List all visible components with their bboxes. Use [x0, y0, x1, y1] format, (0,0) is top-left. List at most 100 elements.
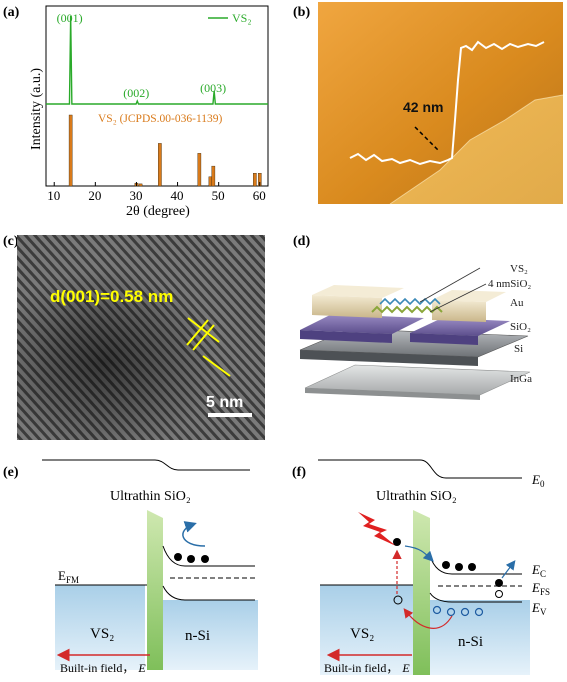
nsi-region-e	[163, 600, 258, 670]
leader-line-vs2	[419, 267, 481, 303]
valence-band-e	[162, 585, 255, 601]
x-tick-label: 40	[171, 188, 184, 203]
electron-e-1	[174, 553, 182, 561]
vs2-label-e: VS₂	[90, 626, 114, 642]
label-inga: InGa	[510, 373, 532, 385]
afm-substrate-terrace	[390, 95, 563, 204]
xrd-plot-frame	[45, 5, 269, 187]
panel-f: (f) E0 Ultrathin SiO₂ EC EFS EV VS₂ n	[292, 459, 550, 675]
x-tick-label: 60	[253, 188, 266, 203]
hole-f-5	[474, 607, 484, 617]
oxide-barrier-e	[147, 510, 163, 670]
x-tick-label: 10	[47, 188, 60, 203]
legend-label-jcpds: VS₂ (JCPDS.00-036-1139)	[98, 113, 223, 125]
electron-f-2	[455, 563, 463, 571]
x-axis-ticks: 10 20 30 40 50 60	[47, 182, 266, 203]
conduction-band-e	[162, 545, 255, 567]
field-label-e: Built-in field， E	[60, 661, 146, 675]
electrode-au-right-top	[432, 290, 506, 302]
electron-f-1	[442, 561, 450, 569]
x-tick-label: 50	[212, 188, 225, 203]
label-si: Si	[514, 343, 523, 355]
vs2-xrd-line	[46, 15, 268, 105]
vs2-pattern-series	[46, 15, 268, 105]
afm-scan-line	[414, 126, 439, 151]
reference-bar	[68, 114, 73, 187]
peak-label-001: (001)	[57, 11, 83, 25]
field-label-f: Built-in field， E	[324, 661, 410, 675]
leader-line-oxide	[429, 283, 487, 313]
electron-e-2	[187, 555, 195, 563]
light-flash-icon	[358, 512, 396, 546]
ec-label-f: EC	[531, 562, 546, 579]
reference-bar	[211, 165, 216, 187]
oxide-label-f: Ultrathin SiO₂	[376, 489, 457, 504]
hole-f-1	[495, 590, 503, 598]
electron-f-3	[468, 563, 476, 571]
vacuum-level-f	[318, 459, 522, 479]
panel-label-b: (b)	[293, 5, 310, 20]
x-axis-label: 2θ (degree)	[126, 204, 190, 219]
nsi-label-e: n-Si	[185, 628, 210, 644]
hole-transfer-arrow-f	[403, 608, 453, 629]
electron-transfer-arrow-e	[182, 521, 206, 547]
afm-height-label: 42 nm	[403, 99, 443, 115]
y-axis-label: Intensity (a.u.)	[29, 68, 44, 150]
electrode-au-left-top	[312, 285, 404, 298]
ev-label-f: EV	[531, 600, 547, 617]
label-4nm-sio2: 4 nmSiO₂	[488, 278, 531, 290]
electron-f-4	[495, 579, 503, 587]
layer-inga	[304, 364, 531, 396]
panel-label-e: (e)	[3, 465, 19, 480]
panel-label-a: (a)	[3, 5, 20, 20]
jcpds-reference-series	[68, 114, 262, 187]
fringe-marker-line-2	[186, 319, 209, 346]
label-sio2: SiO₂	[510, 321, 531, 333]
vs2-label-f: VS₂	[350, 626, 374, 642]
valence-band-f	[429, 592, 522, 603]
oxide-label-e: Ultrathin SiO₂	[110, 489, 191, 504]
layer-si-edge	[300, 350, 478, 366]
x-tick-label: 30	[129, 188, 142, 203]
fringe-marker-line-3	[192, 324, 215, 351]
hole-f-2	[432, 605, 442, 615]
electrode-au-left-front	[312, 295, 382, 318]
panel-label-f: (f)	[292, 465, 306, 480]
peak-label-002: (002)	[123, 86, 149, 100]
layer-inga-edge	[305, 388, 480, 400]
panel-label-c: (c)	[3, 234, 19, 249]
vacuum-level-e	[42, 459, 250, 471]
panel-b: (b) 42 nm	[293, 2, 564, 205]
layer-sio2-right	[410, 318, 510, 336]
scale-bar	[208, 413, 252, 417]
x-tick-label: 20	[88, 188, 101, 203]
layer-sio2-right-edge	[410, 333, 478, 345]
peak-label-003: (003)	[200, 81, 226, 95]
electron-escape-arrow-f	[501, 560, 516, 579]
nsi-label-f: n-Si	[458, 634, 483, 650]
afm-height-profile	[349, 40, 545, 166]
nsi-region-f	[430, 600, 530, 675]
photo-electron-f	[393, 538, 401, 546]
label-au: Au	[510, 297, 524, 309]
afm-step-edge	[389, 94, 564, 205]
hole-f-4	[460, 607, 470, 617]
panel-label-d: (d)	[293, 234, 310, 249]
photo-hole-f	[393, 595, 403, 605]
reference-bar	[197, 153, 202, 187]
electron-transfer-arrow-f	[404, 545, 434, 562]
hrtem-dark-region	[17, 235, 265, 440]
electrode-au-right-front	[432, 300, 486, 322]
peak-labels: (001) (002) (003)	[57, 11, 226, 100]
reference-bar	[158, 143, 162, 187]
reference-bar	[138, 183, 143, 187]
vs2-nanosheet	[371, 305, 443, 314]
vs2-fermi-sea-e	[55, 585, 145, 670]
lattice-spacing-label: d(001)=0.58 nm	[50, 287, 173, 306]
efm-label-e: EFM	[58, 568, 79, 585]
efs-label-f: EFS	[531, 580, 550, 597]
panel-d: (d) VS₂ 4 nmSiO₂ Au SiO₂ Si InGa	[293, 234, 532, 400]
scale-bar-label: 5 nm	[206, 394, 243, 411]
hole-f-3	[446, 607, 456, 617]
